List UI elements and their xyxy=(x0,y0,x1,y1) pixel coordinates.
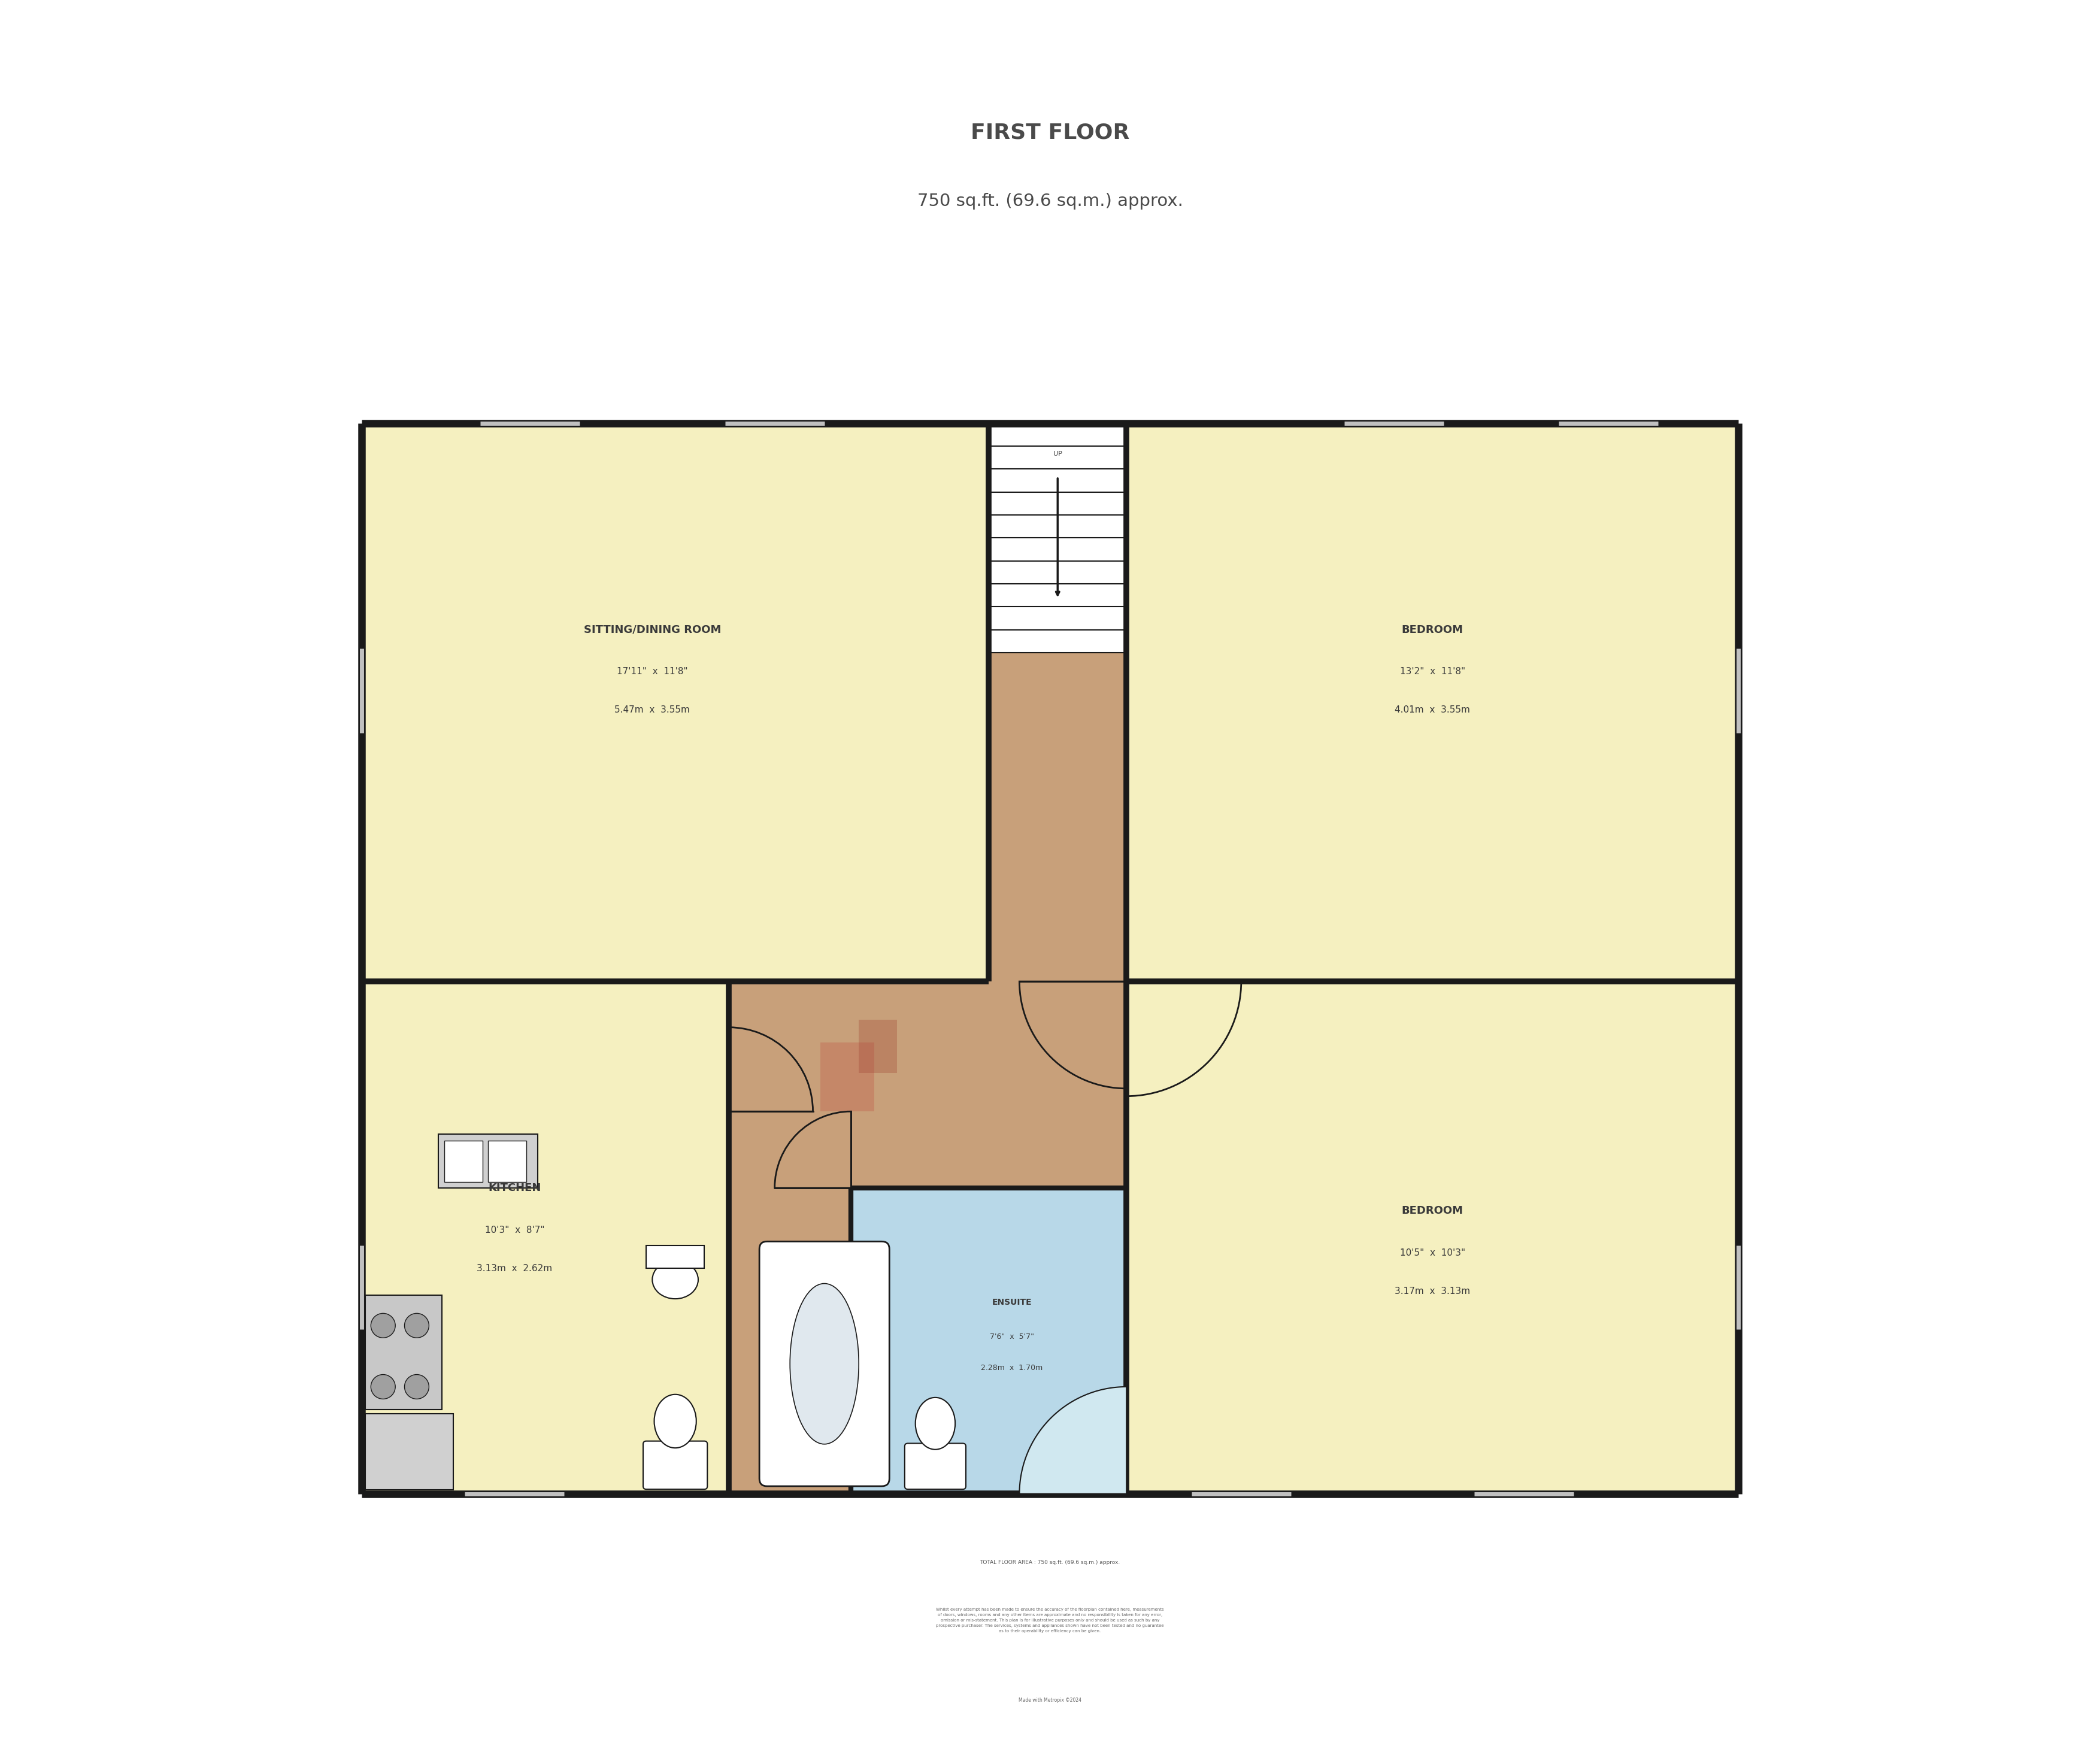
Bar xyxy=(729,981,1126,1494)
Ellipse shape xyxy=(655,1394,697,1448)
FancyBboxPatch shape xyxy=(643,1441,708,1489)
Text: BEDROOM: BEDROOM xyxy=(1401,1205,1464,1215)
Text: Made with Metropix ©2024: Made with Metropix ©2024 xyxy=(1018,1697,1082,1702)
Text: 750 sq.ft. (69.6 sq.m.) approx.: 750 sq.ft. (69.6 sq.m.) approx. xyxy=(918,192,1182,210)
Circle shape xyxy=(405,1314,428,1337)
Text: 2.28m  x  1.70m: 2.28m x 1.70m xyxy=(981,1364,1044,1372)
Bar xyxy=(989,423,1126,653)
Bar xyxy=(365,1413,454,1491)
Bar xyxy=(1126,423,1739,981)
FancyBboxPatch shape xyxy=(760,1242,890,1487)
Circle shape xyxy=(372,1314,395,1337)
Bar xyxy=(647,1245,704,1268)
Text: KITCHEN: KITCHEN xyxy=(487,1182,542,1192)
Text: BEDROOM: BEDROOM xyxy=(1401,624,1464,635)
Ellipse shape xyxy=(916,1397,955,1450)
Ellipse shape xyxy=(653,1261,697,1298)
Bar xyxy=(445,1141,483,1182)
Bar xyxy=(365,1295,441,1409)
Text: FIRST FLOOR: FIRST FLOOR xyxy=(970,122,1130,143)
Text: 3.13m  x  2.62m: 3.13m x 2.62m xyxy=(477,1263,552,1272)
Ellipse shape xyxy=(790,1284,859,1445)
Bar xyxy=(487,1141,527,1182)
Text: R E S I D E N T I A L: R E S I D E N T I A L xyxy=(1002,1099,1084,1108)
Text: 17'11"  x  11'8": 17'11" x 11'8" xyxy=(617,667,689,676)
Bar xyxy=(361,423,989,981)
Bar xyxy=(361,981,729,1494)
Text: ENSUITE: ENSUITE xyxy=(991,1298,1031,1307)
Bar xyxy=(850,1187,1126,1494)
FancyBboxPatch shape xyxy=(905,1443,966,1489)
Bar xyxy=(821,1043,874,1111)
Text: 5.47m  x  3.55m: 5.47m x 3.55m xyxy=(615,706,691,714)
Text: UP: UP xyxy=(1054,452,1063,457)
Text: TOTAL FLOOR AREA : 750 sq.ft. (69.6 sq.m.) approx.: TOTAL FLOOR AREA : 750 sq.ft. (69.6 sq.m… xyxy=(981,1559,1119,1565)
Text: 3.17m  x  3.13m: 3.17m x 3.13m xyxy=(1394,1286,1470,1295)
Bar xyxy=(1126,981,1739,1494)
Text: 10'5"  x  10'3": 10'5" x 10'3" xyxy=(1401,1249,1466,1258)
Bar xyxy=(859,1020,897,1073)
Text: 10'3"  x  8'7": 10'3" x 8'7" xyxy=(485,1226,544,1235)
Text: 13'2"  x  11'8": 13'2" x 11'8" xyxy=(1401,667,1466,676)
Text: bennett: bennett xyxy=(983,1021,1102,1048)
Text: Whilst every attempt has been made to ensure the accuracy of the floorplan conta: Whilst every attempt has been made to en… xyxy=(937,1607,1163,1633)
Circle shape xyxy=(405,1374,428,1399)
Text: SITTING/DINING ROOM: SITTING/DINING ROOM xyxy=(584,624,720,635)
Circle shape xyxy=(372,1374,395,1399)
Bar xyxy=(439,1134,538,1187)
Text: 7'6"  x  5'7": 7'6" x 5'7" xyxy=(989,1334,1033,1341)
Text: 4.01m  x  3.55m: 4.01m x 3.55m xyxy=(1394,706,1470,714)
Polygon shape xyxy=(1018,1387,1126,1494)
Bar xyxy=(989,423,1126,981)
